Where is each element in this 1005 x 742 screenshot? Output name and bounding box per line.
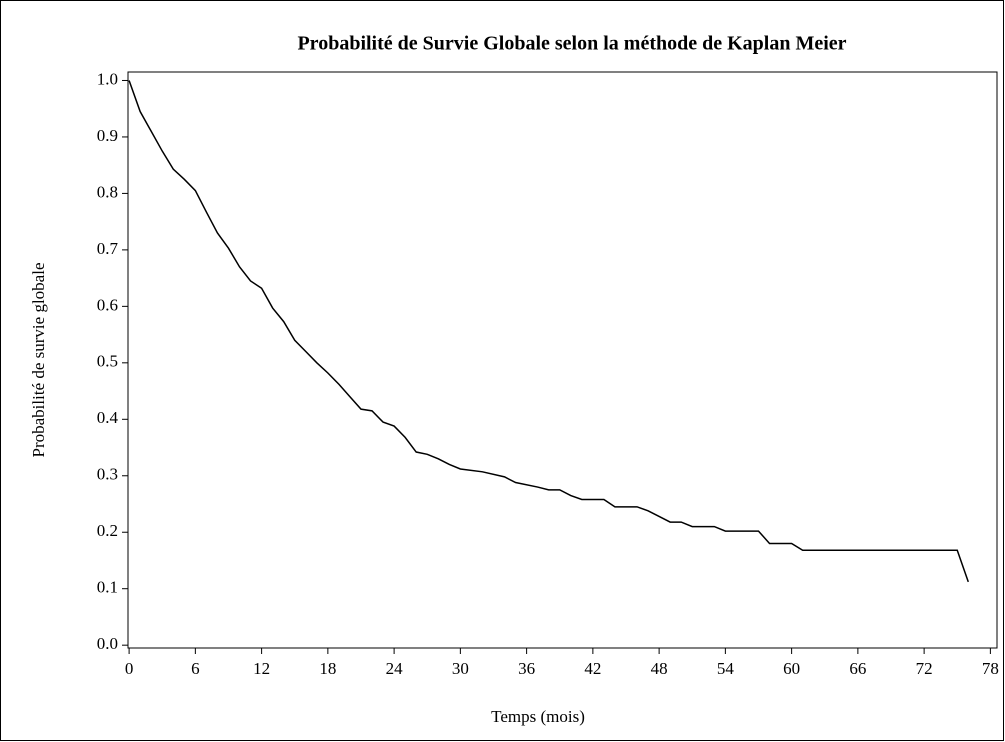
survival-line <box>128 80 969 583</box>
y-tick-label: 0.4 <box>97 408 119 427</box>
x-tick-label: 66 <box>849 659 866 678</box>
x-tick-label: 0 <box>125 659 134 678</box>
y-tick-label: 0.2 <box>97 521 118 540</box>
y-tick-label: 0.9 <box>97 126 118 145</box>
x-tick-label: 60 <box>783 659 800 678</box>
plot-area <box>127 71 998 649</box>
x-tick-label: 48 <box>651 659 668 678</box>
x-tick-label: 72 <box>916 659 933 678</box>
y-axis-label: Probabilité de survie globale <box>29 263 48 458</box>
x-tick-label: 12 <box>253 659 270 678</box>
x-tick-label: 24 <box>386 659 404 678</box>
y-tick-label: 0.0 <box>97 634 118 653</box>
x-tick-label: 54 <box>717 659 735 678</box>
x-tick-label: 78 <box>982 659 999 678</box>
y-tick-label: 0.3 <box>97 465 118 484</box>
y-tick-label: 0.8 <box>97 182 118 201</box>
y-tick-label: 1.0 <box>97 69 118 88</box>
y-tick-label: 0.6 <box>97 295 118 314</box>
chart-title: Probabilité de Survie Globale selon la m… <box>297 33 846 55</box>
x-tick-label: 36 <box>518 659 535 678</box>
y-tick-label: 0.1 <box>97 578 118 597</box>
x-tick-label: 30 <box>452 659 469 678</box>
x-tick-label: 18 <box>319 659 336 678</box>
x-tick-label: 6 <box>191 659 200 678</box>
x-tick-label: 42 <box>584 659 601 678</box>
x-axis-label: Temps (mois) <box>491 707 585 726</box>
y-tick-label: 0.7 <box>97 239 119 258</box>
y-tick-label: 0.5 <box>97 352 118 371</box>
